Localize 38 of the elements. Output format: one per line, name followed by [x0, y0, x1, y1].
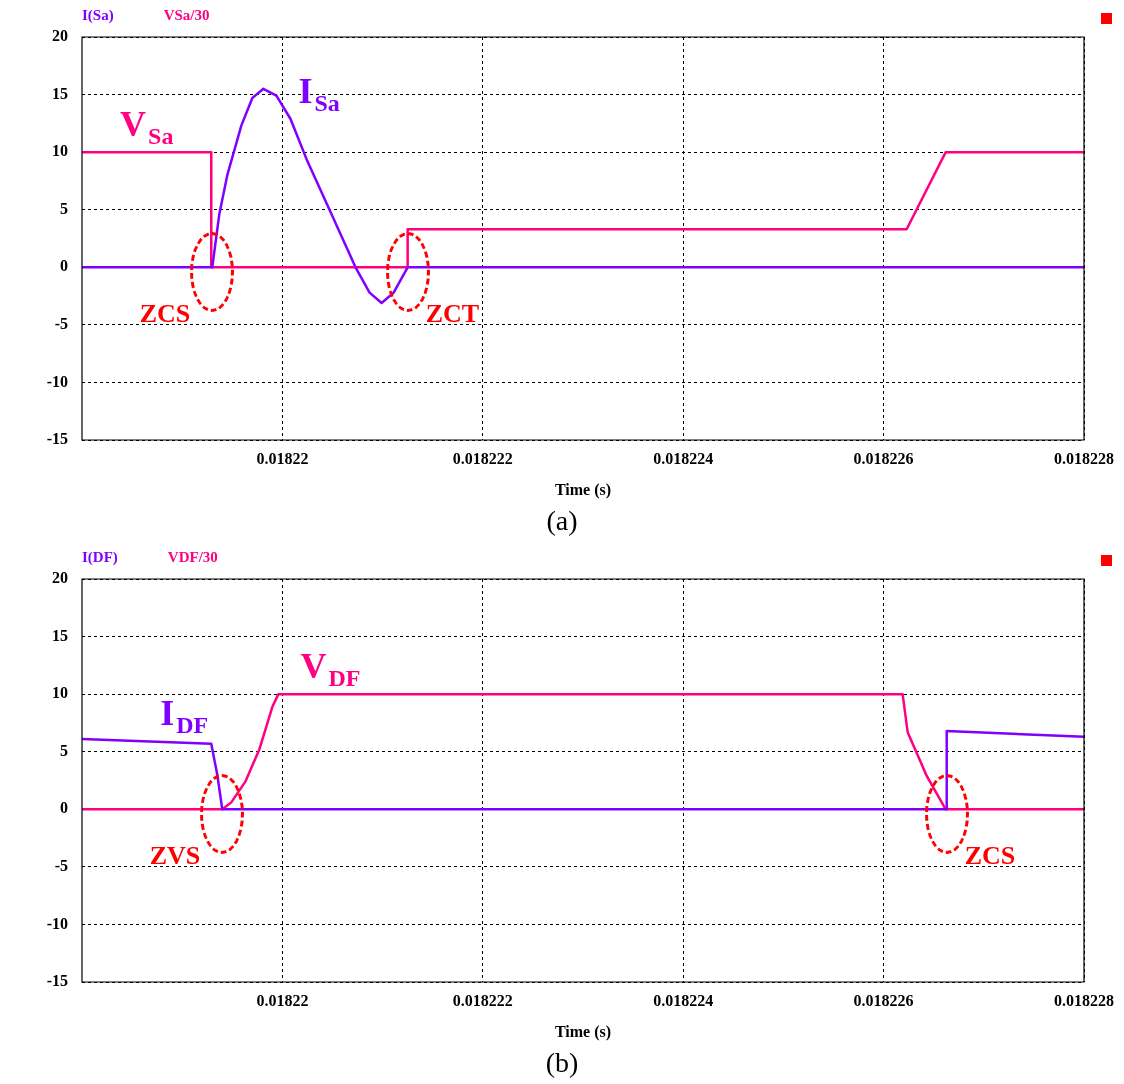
x-tick-label: 0.01822 — [256, 991, 309, 1009]
x-tick-label: 0.018226 — [853, 449, 914, 467]
x-axis-title: Time (s) — [554, 1022, 612, 1041]
y-tick-label: -10 — [46, 914, 68, 932]
x-axis-title: Time (s) — [554, 480, 612, 499]
y-tick-label: 10 — [52, 684, 68, 702]
y-tick-label: 10 — [52, 142, 68, 160]
x-tick-label: 0.018228 — [1054, 449, 1114, 467]
x-tick-label: 0.018222 — [452, 991, 513, 1009]
y-tick-label: 20 — [52, 569, 68, 587]
x-tick-label: 0.018226 — [853, 991, 914, 1009]
annotation: ZVS — [149, 841, 201, 871]
text: (a) — [545, 504, 579, 538]
annotation: ZCS — [139, 299, 191, 329]
x-tick-label: 0.01822 — [256, 449, 309, 467]
text: I(Sa) — [82, 6, 114, 24]
x-tick-label: 0.018228 — [1054, 991, 1114, 1009]
x-tick-label: 0.018224 — [653, 991, 714, 1009]
y-tick-label: 5 — [60, 741, 68, 759]
y-tick-label: 20 — [52, 27, 68, 45]
text: VSa/30 — [163, 6, 210, 23]
y-tick-label: 0 — [60, 799, 68, 817]
y-tick-label: 15 — [52, 84, 68, 102]
y-tick-label: -5 — [54, 315, 68, 332]
text: (b) — [544, 1046, 580, 1080]
y-tick-label: 0 — [60, 257, 68, 275]
x-tick-label: 0.018222 — [452, 449, 513, 467]
y-tick-label: -15 — [46, 972, 68, 990]
x-tick-label: 0.018224 — [653, 449, 714, 467]
annotation: ZCT — [425, 299, 480, 329]
y-tick-label: 5 — [60, 199, 68, 217]
y-tick-label: -10 — [46, 372, 68, 390]
y-tick-label: -15 — [46, 430, 68, 448]
y-tick-label: 15 — [52, 626, 68, 644]
annotation: ZCS — [964, 841, 1016, 871]
text: I(DF) — [82, 548, 118, 566]
y-tick-label: -5 — [54, 857, 68, 874]
text: VDF/30 — [167, 548, 218, 565]
